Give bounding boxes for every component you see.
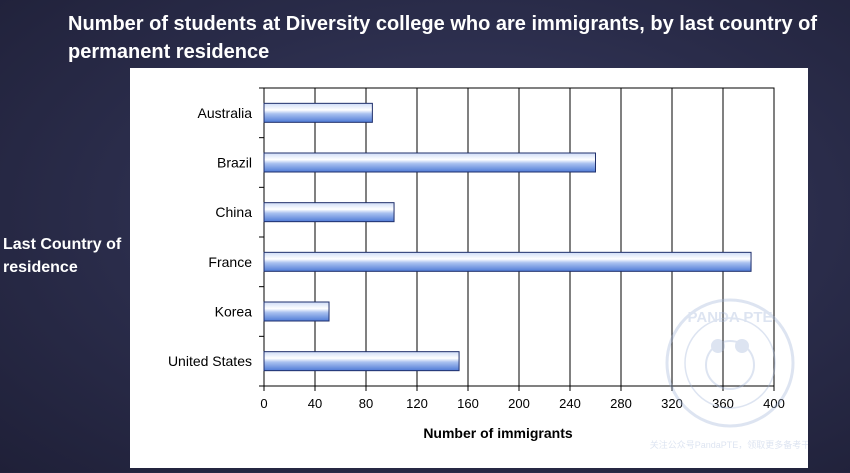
y-category-label-australia: Australia [198, 105, 253, 121]
y-category-label-china: China [215, 204, 252, 220]
x-tick-label-0: 0 [260, 396, 267, 411]
panda-pte-watermark: PANDA PTE 关注公众号PandaPTE，领取更多备考干 [650, 298, 810, 450]
watermark-logo-text: PANDA PTE [687, 309, 772, 326]
bar-france [263, 251, 752, 272]
y-category-label-france: France [208, 254, 252, 270]
y-category-label-brazil: Brazil [217, 155, 252, 171]
x-tick-label-120: 120 [406, 396, 428, 411]
x-tick-label-360: 360 [712, 396, 734, 411]
x-tick-label-80: 80 [359, 396, 373, 411]
x-axis-title: Number of immigrants [423, 425, 573, 441]
x-tick-label-280: 280 [610, 396, 632, 411]
x-tick-label-240: 240 [559, 396, 581, 411]
x-tick-label-160: 160 [457, 396, 479, 411]
y-axis-side-label: Last Country of residence [3, 236, 122, 276]
grid-layer [259, 87, 775, 391]
slide-title: Number of students at Diversity college … [68, 13, 818, 63]
chart-panel: 0 40 80 120 160 200 240 280 320 360 400 Australia Br… [130, 68, 810, 468]
label-layer: 0 40 80 120 160 200 240 280 320 360 400 Australia Br… [168, 105, 785, 411]
y-category-label-korea: Korea [215, 304, 253, 320]
bar-korea [263, 301, 330, 322]
x-tick-label-200: 200 [508, 396, 530, 411]
x-tick-label-40: 40 [308, 396, 322, 411]
bar-layer [263, 102, 752, 372]
x-tick-label-320: 320 [661, 396, 683, 411]
bar-united-states [263, 351, 460, 372]
y-category-label-united-states: United States [168, 353, 252, 369]
bar-chart: 0 40 80 120 160 200 240 280 320 360 400 Australia Br… [168, 87, 810, 450]
bar-australia [263, 102, 373, 123]
bar-china [263, 202, 395, 223]
x-tick-label-400: 400 [763, 396, 785, 411]
watermark-caption: 关注公众号PandaPTE，领取更多备考干 [650, 439, 808, 450]
bar-brazil [263, 152, 596, 173]
